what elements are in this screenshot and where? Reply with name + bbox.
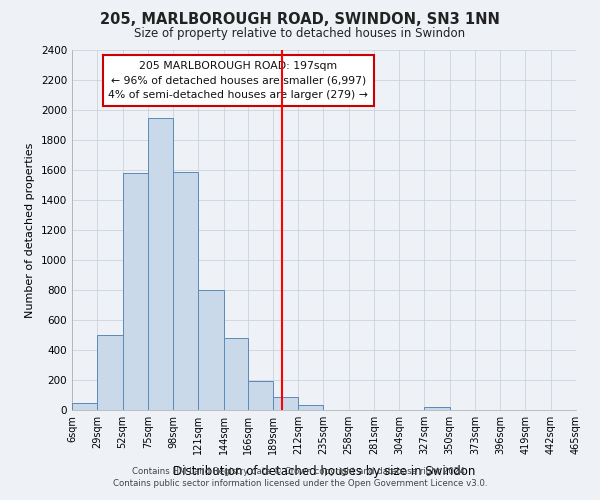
Text: 205, MARLBOROUGH ROAD, SWINDON, SN3 1NN: 205, MARLBOROUGH ROAD, SWINDON, SN3 1NN bbox=[100, 12, 500, 28]
Y-axis label: Number of detached properties: Number of detached properties bbox=[25, 142, 35, 318]
Text: Size of property relative to detached houses in Swindon: Size of property relative to detached ho… bbox=[134, 28, 466, 40]
Bar bbox=[198, 290, 224, 410]
Bar bbox=[424, 407, 450, 410]
Bar bbox=[72, 402, 97, 410]
Bar bbox=[273, 396, 298, 410]
Bar bbox=[224, 338, 248, 410]
Bar bbox=[148, 118, 173, 410]
Bar bbox=[122, 173, 148, 410]
Bar bbox=[97, 335, 122, 410]
Bar bbox=[298, 405, 323, 410]
Bar bbox=[248, 381, 273, 410]
Bar bbox=[173, 172, 198, 410]
X-axis label: Distribution of detached houses by size in Swindon: Distribution of detached houses by size … bbox=[173, 466, 475, 478]
Text: Contains HM Land Registry data © Crown copyright and database right 2024.
Contai: Contains HM Land Registry data © Crown c… bbox=[113, 466, 487, 487]
Text: 205 MARLBOROUGH ROAD: 197sqm
← 96% of detached houses are smaller (6,997)
4% of : 205 MARLBOROUGH ROAD: 197sqm ← 96% of de… bbox=[109, 61, 368, 100]
